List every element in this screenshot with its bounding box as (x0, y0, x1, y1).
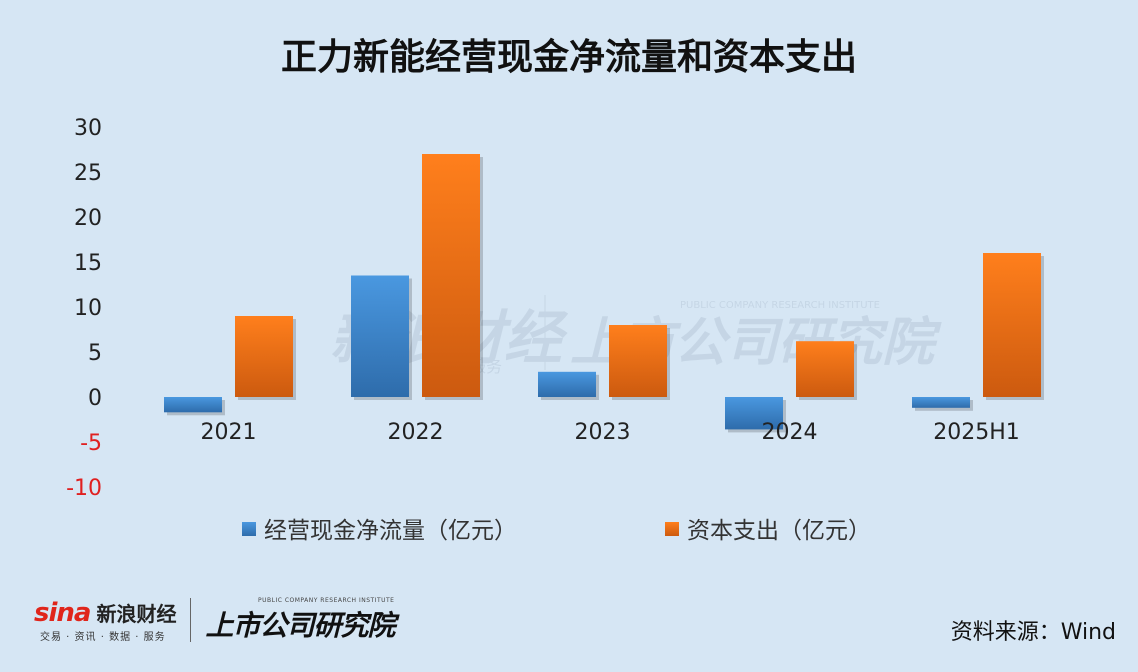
bar-capex (796, 341, 854, 397)
legend-swatch (242, 522, 256, 536)
y-tick-label: 15 (74, 251, 102, 276)
logo-divider (190, 598, 192, 642)
legend-label: 资本支出（亿元） (687, 518, 871, 544)
x-tick-label: 2021 (201, 420, 257, 445)
ssgs-logo: PUBLIC COMPANY RESEARCH INSTITUTE 上市公司研究… (205, 596, 395, 644)
bar-operating-cashflow (725, 397, 783, 430)
y-tick-label: 30 (74, 116, 102, 141)
chart-title: 正力新能经营现金净流量和资本支出 (280, 37, 857, 78)
y-tick-label: 0 (88, 386, 102, 411)
bar-operating-cashflow (164, 397, 222, 413)
bar-operating-cashflow (351, 275, 409, 397)
x-tick-label: 2022 (388, 420, 444, 445)
y-tick-label: 10 (74, 296, 102, 321)
y-tick-label: 25 (74, 161, 102, 186)
y-tick-label: 20 (74, 206, 102, 231)
bar-chart: 新浪财经 服务 上市公司研究院 PUBLIC COMPANY RESEARCH … (66, 116, 1044, 544)
x-tick-label: 2024 (762, 420, 818, 445)
y-tick-label: 5 (88, 341, 102, 366)
sina-logo-name: 新浪财经 (96, 601, 177, 626)
sina-logo: sina 新浪财经 交易 · 资讯 · 数据 · 服务 (34, 598, 176, 643)
source-note: 资料来源：Wind (950, 620, 1116, 645)
y-tick-label: -10 (66, 476, 102, 501)
bar-capex (422, 154, 480, 397)
x-tick-label: 2023 (575, 420, 631, 445)
legend-swatch (665, 522, 679, 536)
bar-operating-cashflow (538, 371, 596, 397)
x-tick-label: 2025H1 (933, 420, 1020, 445)
bar-capex (235, 316, 293, 397)
bar-capex (609, 325, 667, 397)
legend-label: 经营现金净流量（亿元） (264, 518, 517, 544)
sina-logo-mark: sina (34, 597, 91, 628)
bar-operating-cashflow (912, 397, 970, 408)
sina-logo-sub: 交易 · 资讯 · 数据 · 服务 (40, 631, 166, 643)
y-tick-label: -5 (80, 431, 102, 456)
bar-capex (983, 253, 1041, 397)
footer-logos: sina 新浪财经 交易 · 资讯 · 数据 · 服务 PUBLIC COMPA… (34, 596, 395, 644)
ssgs-logo-english: PUBLIC COMPANY RESEARCH INSTITUTE (257, 596, 395, 604)
watermark-ssgs-english: PUBLIC COMPANY RESEARCH INSTITUTE (680, 300, 880, 311)
ssgs-logo-name: 上市公司研究院 (205, 608, 395, 642)
